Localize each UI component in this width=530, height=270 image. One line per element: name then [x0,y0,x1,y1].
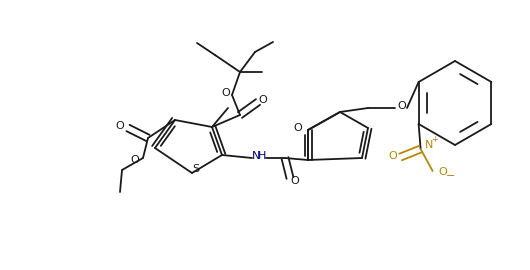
Text: +: + [431,136,438,144]
Text: O: O [388,151,397,161]
Text: O: O [222,88,231,98]
Text: O: O [398,101,407,111]
Text: O: O [290,176,299,186]
Text: O: O [259,95,267,105]
Text: H: H [258,151,266,161]
Text: O: O [294,123,303,133]
Text: O: O [116,121,125,131]
Text: N: N [425,140,433,150]
Text: O: O [438,167,447,177]
Text: N: N [252,151,260,161]
Text: O: O [130,155,139,165]
Text: −: − [446,171,455,181]
Text: S: S [192,164,200,174]
